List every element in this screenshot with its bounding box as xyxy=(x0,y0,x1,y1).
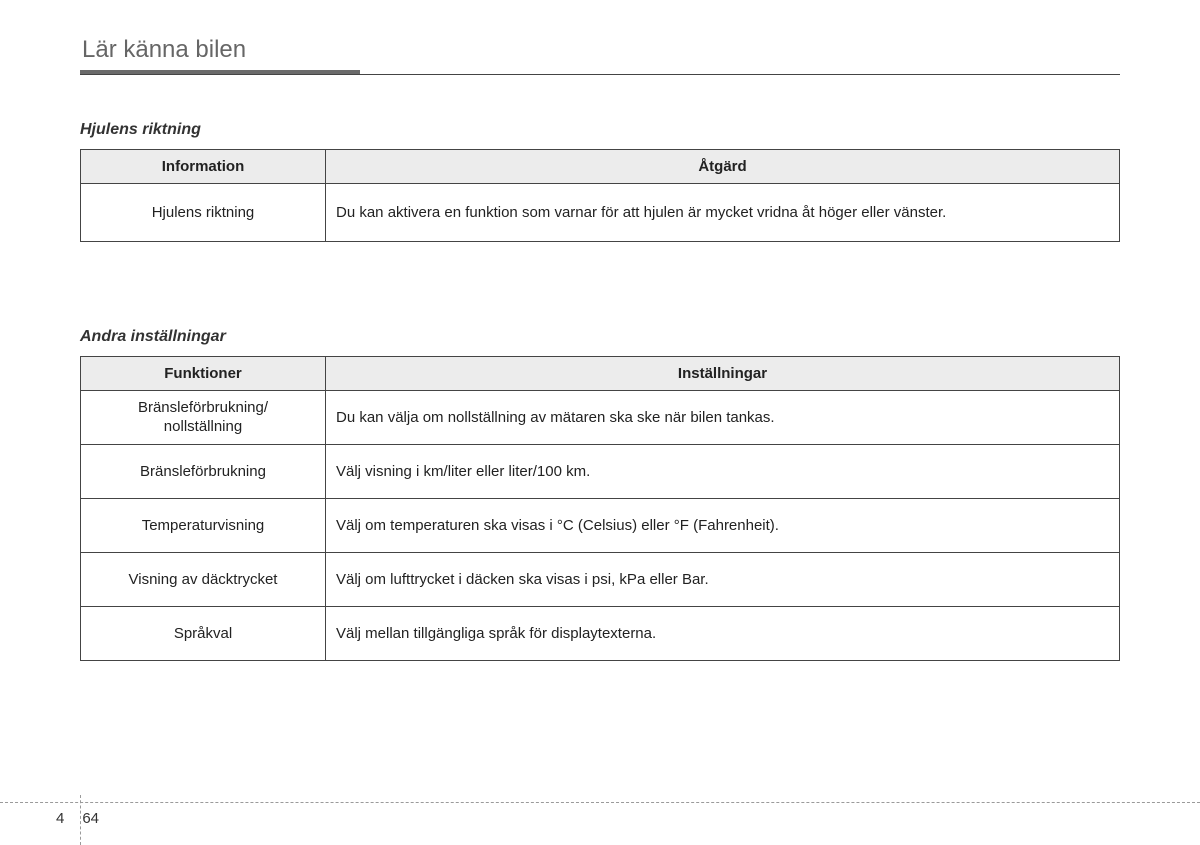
table-row: Visning av däcktrycket Välj om lufttryck… xyxy=(81,553,1120,607)
header-rule-thin xyxy=(80,74,1120,75)
cell-function: Visning av däcktrycket xyxy=(81,553,326,607)
cell-info: Hjulens riktning xyxy=(81,184,326,242)
header-rule xyxy=(80,70,1120,75)
table-row: Bränsleförbrukning/ nollställning Du kan… xyxy=(81,391,1120,445)
table-header-row: Funktioner Inställningar xyxy=(81,357,1120,391)
cell-setting: Du kan välja om nollställning av mätaren… xyxy=(326,391,1120,445)
cell-function: Språkval xyxy=(81,607,326,661)
section2-title: Andra inställningar xyxy=(80,328,1120,346)
table-header-row: Information Åtgärd xyxy=(81,150,1120,184)
col-header-information: Information xyxy=(81,150,326,184)
cell-function: Temperaturvisning xyxy=(81,499,326,553)
cell-setting: Välj om lufttrycket i däcken ska visas i… xyxy=(326,553,1120,607)
cell-action: Du kan aktivera en funktion som varnar f… xyxy=(326,184,1120,242)
col-header-installningar: Inställningar xyxy=(326,357,1120,391)
page-title: Lär känna bilen xyxy=(80,36,1120,70)
cell-setting: Välj om temperaturen ska visas i °C (Cel… xyxy=(326,499,1120,553)
cell-function: Bränsleförbrukning/ nollställning xyxy=(81,391,326,445)
page-number-value: 64 xyxy=(74,810,99,827)
manual-page: Lär känna bilen Hjulens riktning Informa… xyxy=(0,0,1200,845)
col-header-funktioner: Funktioner xyxy=(81,357,326,391)
footer-dashed-horizontal xyxy=(0,802,1200,803)
section1-title: Hjulens riktning xyxy=(80,121,1120,139)
cell-function: Bränsleförbrukning xyxy=(81,445,326,499)
table-row: Temperaturvisning Välj om temperaturen s… xyxy=(81,499,1120,553)
cell-setting: Välj visning i km/liter eller liter/100 … xyxy=(326,445,1120,499)
cell-setting: Välj mellan tillgängliga språk för displ… xyxy=(326,607,1120,661)
col-header-atgard: Åtgärd xyxy=(326,150,1120,184)
chapter-number: 4 xyxy=(56,810,74,827)
cell-function-line2: nollställning xyxy=(164,418,242,435)
cell-function-line1: Bränsleförbrukning/ xyxy=(138,399,268,416)
page-number: 464 xyxy=(56,810,99,827)
table-row: Bränsleförbrukning Välj visning i km/lit… xyxy=(81,445,1120,499)
table-row: Hjulens riktning Du kan aktivera en funk… xyxy=(81,184,1120,242)
table-row: Språkval Välj mellan tillgängliga språk … xyxy=(81,607,1120,661)
table-andra-installningar: Funktioner Inställningar Bränsleförbrukn… xyxy=(80,356,1120,661)
table-hjulens-riktning: Information Åtgärd Hjulens riktning Du k… xyxy=(80,149,1120,242)
